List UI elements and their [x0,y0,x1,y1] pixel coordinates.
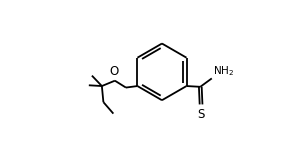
Text: NH$_2$: NH$_2$ [212,64,234,78]
Text: S: S [197,108,205,121]
Text: O: O [110,65,119,78]
